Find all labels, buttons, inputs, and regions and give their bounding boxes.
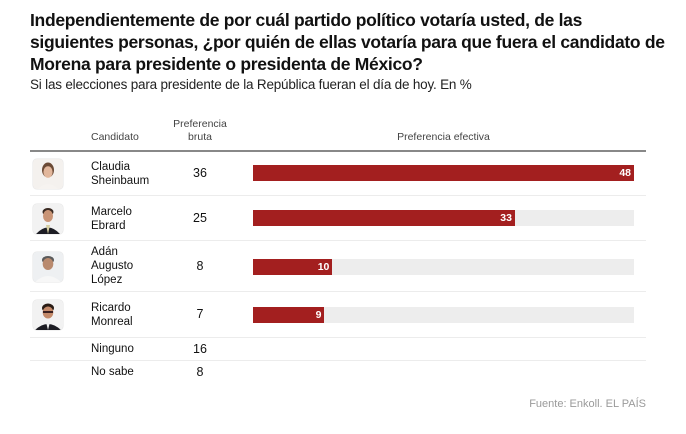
man-portrait-icon — [33, 204, 63, 234]
table-row: No sabe 8 — [30, 361, 646, 383]
table-row: Marcelo Ebrard 25 33 — [30, 196, 646, 241]
bar-track: 33 — [253, 210, 634, 226]
bar-ricardo-monreal: 9 — [253, 307, 325, 323]
option-name: Ninguno — [91, 343, 134, 355]
woman-portrait-icon — [33, 159, 63, 189]
bar-value-label: 33 — [500, 212, 512, 224]
option-name: No sabe — [91, 366, 134, 378]
table-row: Claudia Sheinbaum 36 48 — [30, 152, 646, 196]
bar-adan-augusto-lopez: 10 — [253, 259, 333, 275]
header-divider — [30, 150, 646, 152]
candidate-name: Claudia Sheinbaum — [91, 161, 150, 187]
preferencia-bruta-value: 8 — [196, 365, 204, 379]
bar-value-label: 10 — [317, 261, 330, 273]
candidate-name: Marcelo Ebrard — [91, 206, 132, 232]
bar-marcelo-ebrard: 33 — [253, 210, 515, 226]
preferencia-bruta-value: 16 — [193, 342, 207, 356]
candidate-photo — [33, 159, 63, 189]
bar-track: 48 — [253, 165, 634, 181]
man-portrait-icon — [33, 252, 63, 282]
candidate-name: Ricardo Monreal — [91, 302, 133, 328]
preferencia-bruta-value: 36 — [193, 166, 207, 180]
table-row: Adán Augusto López 8 10 — [30, 241, 646, 292]
header-candidato: Candidato — [91, 131, 139, 143]
preferencia-bruta-value: 25 — [193, 211, 207, 225]
preferencia-bruta-value: 7 — [196, 307, 204, 321]
header-preferencia-bruta: Preferencia bruta — [173, 118, 227, 143]
candidate-photo — [33, 204, 63, 234]
preferencia-bruta-value: 8 — [196, 259, 204, 273]
chart-title: Independientemente de por cuál partido p… — [30, 10, 665, 74]
header-preferencia-efectiva: Preferencia efectiva — [397, 131, 490, 143]
bar-track: 9 — [253, 307, 634, 323]
chart-subtitle: Si las elecciones para presidente de la … — [30, 77, 472, 92]
candidate-name: Adán Augusto López — [91, 246, 134, 286]
bar-value-label: 48 — [619, 167, 631, 179]
source-credit: Fuente: Enkoll. EL PAÍS — [529, 398, 646, 410]
bar-track: 10 — [253, 259, 634, 275]
candidate-photo — [33, 252, 63, 282]
table-row: Ricardo Monreal 7 9 — [30, 292, 646, 338]
bar-value-label: 9 — [315, 309, 322, 321]
table-row: Ninguno 16 — [30, 338, 646, 361]
man-portrait-icon — [33, 300, 63, 330]
bar-claudia-sheinbaum: 48 — [253, 165, 634, 181]
candidate-photo — [33, 300, 63, 330]
